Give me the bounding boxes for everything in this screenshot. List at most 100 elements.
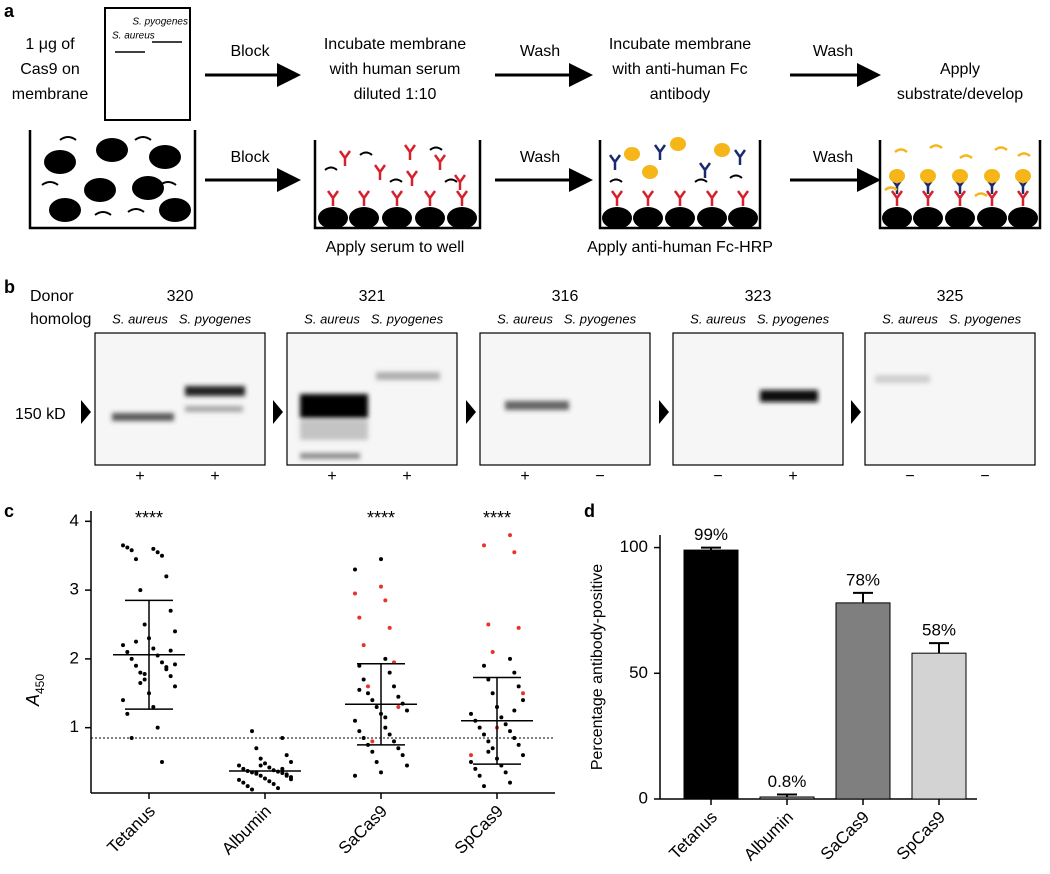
data-point <box>155 550 160 555</box>
y-axis-title: Percentage antibody-positive <box>589 564 606 770</box>
data-point <box>512 735 517 740</box>
panel-label: d <box>584 501 595 521</box>
data-point <box>400 753 405 758</box>
data-point <box>250 787 254 792</box>
data-point <box>289 760 293 765</box>
data-point <box>280 766 285 771</box>
result: + <box>402 468 411 485</box>
bar <box>759 796 815 800</box>
data-point <box>276 786 280 791</box>
data-point <box>134 639 138 644</box>
data-point <box>370 698 375 703</box>
data-point <box>473 766 478 771</box>
panel-label: b <box>4 277 15 297</box>
data-point <box>508 533 512 538</box>
data-point <box>129 735 134 740</box>
data-point <box>512 550 517 555</box>
lane-label: S. pyogenes <box>564 311 637 326</box>
panel-label: c <box>4 501 14 521</box>
data-point <box>477 773 482 778</box>
data-point <box>469 753 473 758</box>
x-tick-label: Albumin <box>218 802 275 859</box>
data-point <box>121 543 125 548</box>
value-label: 0.8% <box>768 772 807 791</box>
data-point <box>482 784 486 789</box>
data-point <box>284 753 289 758</box>
data-point <box>125 711 130 716</box>
x-tick-label: SaCas9 <box>817 808 873 864</box>
well-cells <box>28 130 197 230</box>
data-point <box>125 545 130 550</box>
step-text: with human serum <box>329 61 461 78</box>
data-point <box>521 698 525 703</box>
blot <box>94 332 266 466</box>
step-text: Incubate membrane <box>324 36 466 53</box>
data-point <box>258 763 263 768</box>
data-point <box>258 756 263 761</box>
data-point <box>142 622 147 627</box>
caption: Apply serum to well <box>326 239 465 256</box>
result: + <box>210 468 219 485</box>
data-point <box>258 773 263 778</box>
data-point <box>151 546 156 551</box>
data-point <box>486 677 491 682</box>
data-point <box>469 711 473 716</box>
y-tick-label: 0 <box>639 788 648 807</box>
lane-label: S. aureus <box>112 311 168 326</box>
data-point <box>280 771 285 776</box>
data-point <box>469 760 473 765</box>
data-point <box>379 557 383 562</box>
result: − <box>905 468 914 485</box>
arrow-label: Block <box>230 149 270 166</box>
well-secondary <box>598 137 762 230</box>
data-point <box>151 646 156 651</box>
data-point <box>486 749 491 754</box>
x-tick-label: Tetanus <box>103 802 159 858</box>
step-text: antibody <box>650 86 711 103</box>
data-point <box>490 746 495 751</box>
data-point <box>361 735 366 740</box>
lane-label: S. pyogenes <box>179 311 252 326</box>
data-point <box>512 670 517 675</box>
data-point <box>289 777 293 782</box>
data-point <box>387 732 392 737</box>
data-point <box>129 656 134 661</box>
data-point <box>155 725 160 730</box>
data-point <box>168 608 173 613</box>
data-point <box>383 715 388 720</box>
data-point <box>267 779 272 784</box>
value-label: 58% <box>922 621 956 640</box>
result: + <box>788 468 797 485</box>
data-point <box>366 684 370 689</box>
lane-label: S. pyogenes <box>132 17 188 28</box>
marker-arrow <box>81 400 91 424</box>
data-point <box>245 784 250 789</box>
data-point <box>250 729 254 734</box>
data-point <box>357 615 362 620</box>
membrane <box>104 7 191 121</box>
arrow-label: Wash <box>520 149 560 166</box>
step-text: diluted 1:10 <box>354 86 437 103</box>
significance: **** <box>135 508 163 528</box>
data-point <box>512 708 517 713</box>
data-point <box>357 729 362 734</box>
data-point <box>374 760 379 765</box>
data-point <box>263 761 267 766</box>
x-tick-label: Tetanus <box>665 808 721 864</box>
donor-id: 316 <box>552 288 579 305</box>
lane-label: S. aureus <box>112 31 155 42</box>
data-point <box>490 650 495 654</box>
result: + <box>520 468 529 485</box>
data-point <box>263 776 267 781</box>
bar <box>683 549 739 800</box>
data-point <box>503 722 508 727</box>
data-point <box>516 742 521 747</box>
y-axis-title-main: A <box>23 694 43 707</box>
data-point <box>361 677 366 682</box>
data-point <box>374 705 379 710</box>
data-point <box>168 674 173 679</box>
data-point <box>516 684 521 689</box>
data-point <box>138 588 143 593</box>
data-point <box>160 660 164 665</box>
